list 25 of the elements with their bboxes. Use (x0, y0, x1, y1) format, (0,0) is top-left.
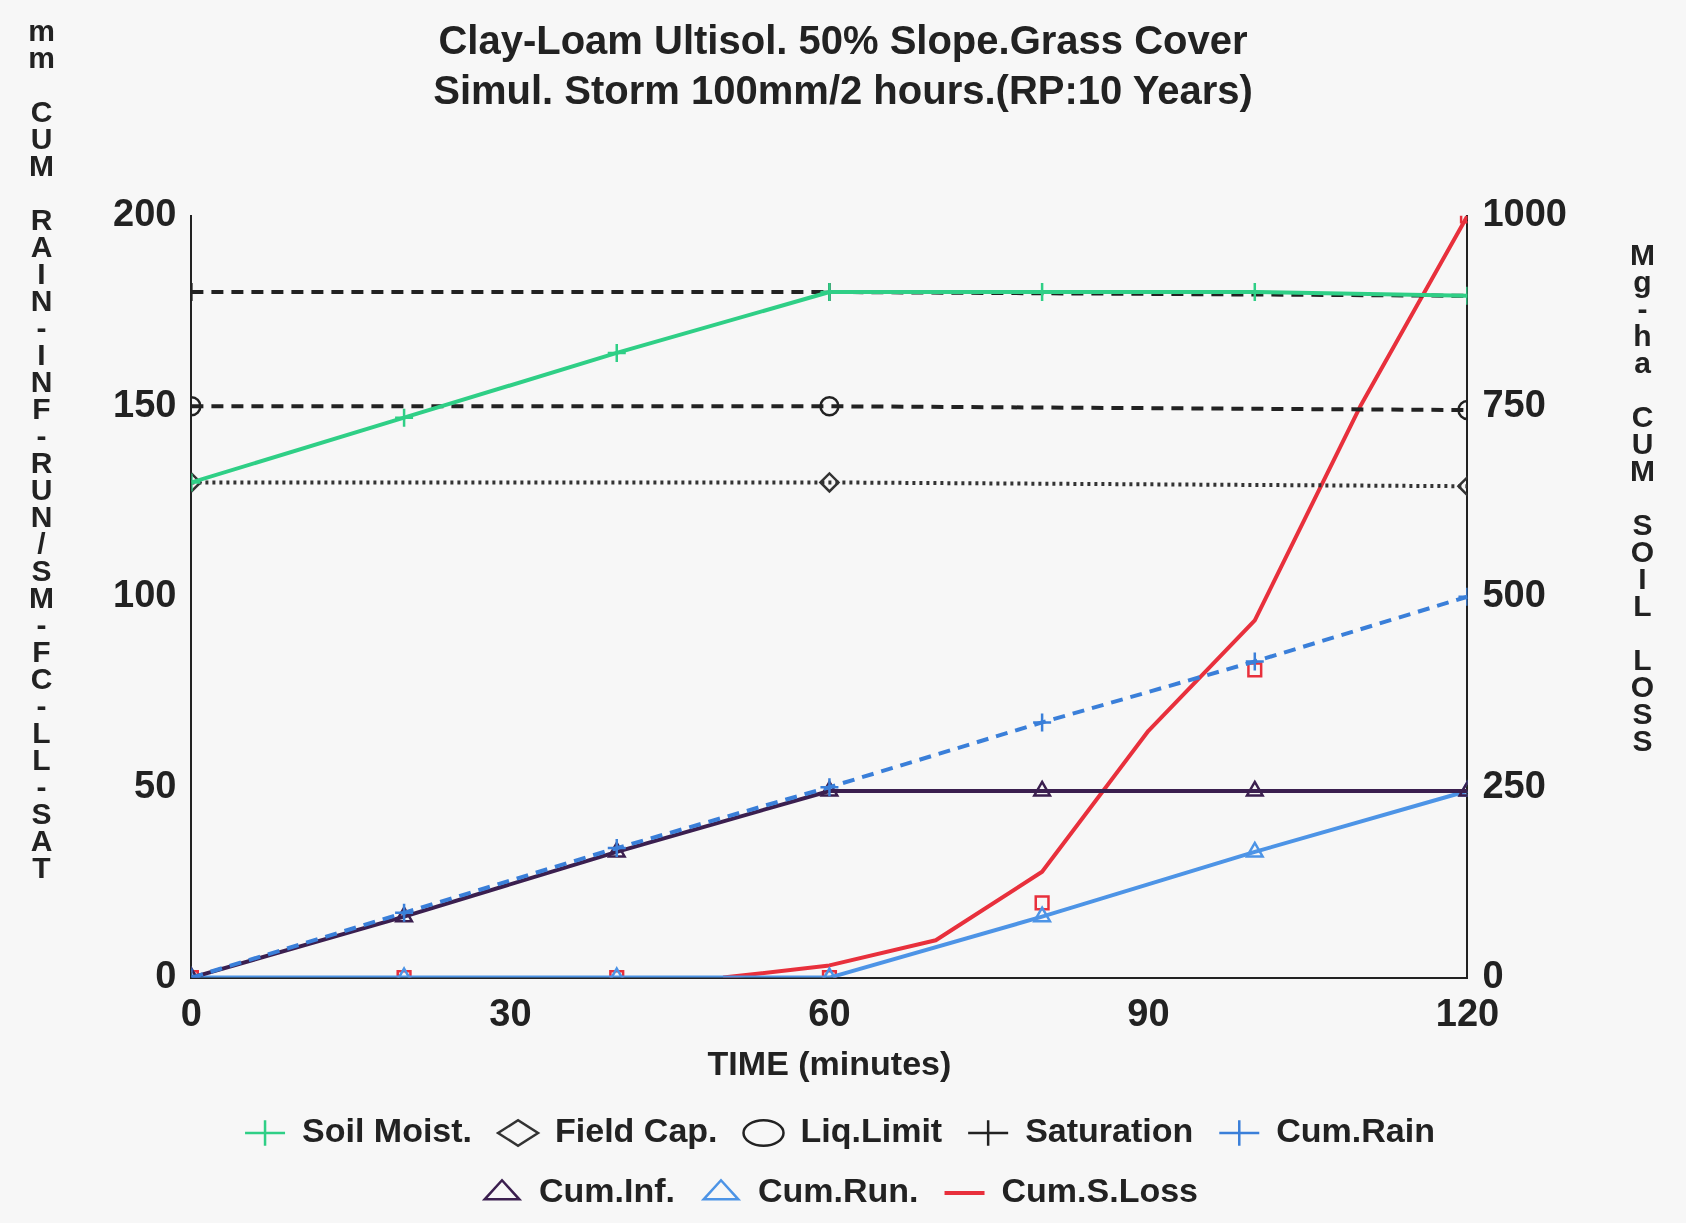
x-tick-label: 30 (489, 991, 532, 1034)
y-tick-label: 50 (134, 763, 177, 806)
legend-label: Cum.Inf. (539, 1171, 675, 1210)
chart-title: Clay-Loam Ultisol. 50% Slope.Grass Cover (438, 18, 1248, 62)
y2-tick-label: 750 (1482, 382, 1546, 425)
y-tick-label: 100 (113, 573, 177, 616)
legend-label: Cum.Run. (757, 1171, 919, 1210)
legend-label: Saturation (1025, 1111, 1194, 1150)
y-tick-label: 200 (113, 192, 177, 235)
legend-label: Field Cap. (555, 1111, 718, 1150)
y2-tick-label: 500 (1482, 573, 1546, 616)
legend-label: Cum.Rain (1276, 1111, 1435, 1150)
y2-tick-label: 1000 (1482, 192, 1568, 235)
chart-subtitle: Simul. Storm 100mm/2 hours.(RP:10 Years) (433, 68, 1253, 112)
x-tick-label: 90 (1127, 991, 1170, 1034)
y2-axis-title: Mg-ha CUM SOIL LOSS (1625, 238, 1659, 751)
y-tick-label: 150 (113, 382, 177, 425)
y-tick-label: 0 (155, 954, 177, 997)
legend-label: Soil Moist. (302, 1111, 473, 1150)
legend-label: Liq.Limit (800, 1111, 943, 1150)
x-axis-title: TIME (minutes) (707, 1043, 952, 1082)
x-tick-label: 60 (808, 991, 851, 1034)
legend-label: Cum.S.Loss (1001, 1171, 1198, 1210)
y2-tick-label: 250 (1482, 763, 1546, 806)
y-axis-title: mm CUM RAIN-INF-RUN/SM-FC-LL-SAT (24, 14, 58, 878)
